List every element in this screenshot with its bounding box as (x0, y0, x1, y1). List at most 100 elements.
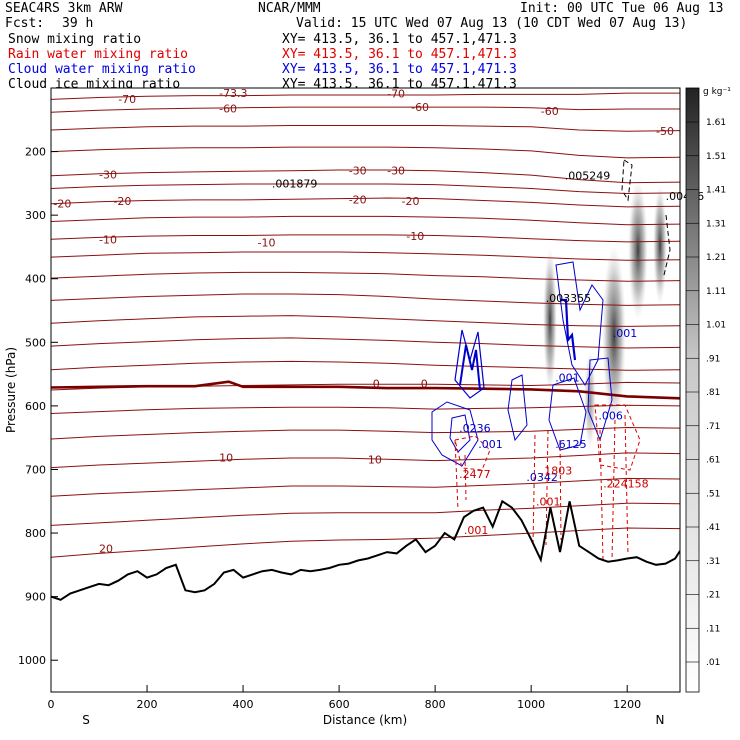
contour-label-13: .224158 (603, 478, 649, 491)
isotherm-line-3 (51, 146, 680, 159)
isotherm-label-1: -70 (118, 93, 136, 106)
isotherm-line-17 (51, 426, 680, 440)
y-tick-label-8: 1000 (18, 654, 46, 667)
isotherm-label-7: -30 (99, 169, 117, 182)
isotherm-line-9 (51, 251, 680, 261)
field-xy-rain: XY= 413.5, 36.1 to 457.1,471.3 (282, 47, 517, 62)
colorbar-tick-label-7: .71 (706, 422, 720, 432)
rain-water-contours (454, 414, 629, 561)
field-xy-cloudwater: XY= 413.5, 36.1 to 457.1,471.3 (282, 62, 517, 77)
y-tick-label-0: 200 (25, 146, 46, 159)
isotherm-line-8 (51, 234, 680, 243)
freezing-level (51, 380, 680, 400)
isotherm-line-1 (51, 106, 680, 113)
freezing-level-line (51, 380, 680, 400)
isotherm-label-16: -10 (406, 230, 424, 243)
colorbar-tick-label-5: .51 (706, 489, 720, 499)
x-axis-end-label: N (656, 713, 665, 727)
y-tick-label-1: 300 (25, 209, 46, 222)
ice-plume-1 (543, 248, 557, 392)
x-axis-start-label: S (82, 713, 90, 727)
colorbar: g kg⁻¹ .01 .11 .21 .31 .41 .51 .61 .71 .81 .91 1.0… (685, 87, 731, 693)
contour-labels: -73.3 -70 -70 -60 -60 -60 -50 -30 -30 -30 -20 -20 -2… (53, 87, 704, 555)
y-tick-label-3: 500 (25, 336, 46, 349)
rain-water-contour-ring-1 (454, 435, 491, 471)
contour-label-4: .001 (613, 327, 638, 340)
colorbar-tick-label-15: 1.51 (706, 152, 726, 162)
colorbar-tick-label-0: .01 (706, 658, 720, 668)
cloud-ice-shading (543, 180, 667, 450)
isotherm-label-6: -50 (656, 125, 674, 138)
colorbar-unit: g kg⁻¹ (703, 87, 731, 97)
y-tick-label-4: 600 (25, 400, 46, 413)
isotherm-line-4 (51, 169, 680, 184)
isotherm-label-21: 20 (99, 542, 113, 555)
isotherm-line-10 (51, 271, 680, 282)
isotherm-line-11 (51, 293, 680, 306)
isotherm-line-6 (51, 197, 680, 208)
ice-plume-2 (602, 245, 626, 425)
colorbar-tick-label-9: .91 (706, 354, 720, 364)
y-axis-label: Pressure (hPa) (4, 347, 18, 433)
isotherm-lines (51, 92, 680, 558)
snow-contours (621, 159, 671, 276)
isotherm-line-2 (51, 125, 680, 132)
rain-water-contour-ring-2 (594, 404, 641, 471)
fcst-label: Fcst: (5, 16, 45, 31)
isotherm-label-5: -60 (541, 105, 559, 118)
colorbar-tick-label-2: .21 (706, 591, 720, 601)
field-name-rain: Rain water mixing ratio (8, 47, 189, 62)
contour-label-3: .003355 (546, 292, 592, 305)
fcst-value: 39 h (62, 16, 94, 31)
colorbar-tick-label-6: .61 (706, 456, 720, 466)
colorbar-tick-label-1: .11 (706, 624, 720, 634)
center-name: NCAR/MMM (258, 1, 321, 16)
contour-label-6: .006 (598, 409, 623, 422)
terrain-line (51, 499, 680, 601)
contour-label-14: .001 (536, 495, 561, 508)
contour-label-9: .6125 (555, 438, 587, 451)
plot-frame (50, 87, 681, 693)
isotherm-line-0 (51, 92, 680, 100)
y-axis-ticks: 200 300 400 500 600 700 800 900 1000 (18, 146, 58, 667)
isotherm-label-19: 10 (219, 451, 233, 464)
isotherm-label-4: -60 (411, 101, 429, 114)
contour-label-7: .0236 (459, 422, 491, 435)
x-tick-label-3: 600 (329, 698, 350, 711)
colorbar-tick-label-16: 1.61 (706, 118, 726, 128)
colorbar-ramp (685, 87, 700, 693)
x-tick-label-1: 200 (137, 698, 158, 711)
contour-label-5: .001 (555, 371, 580, 384)
cloud-water-contour-3 (431, 401, 479, 467)
isotherm-label-8: -30 (349, 165, 367, 178)
contour-label-15: .001 (464, 524, 489, 537)
x-axis-label: Distance (km) (323, 713, 407, 727)
contour-label-11: .1803 (541, 465, 573, 478)
cloud-water-contour-1 (454, 329, 485, 399)
y-tick-label-5: 700 (25, 463, 46, 476)
isotherm-label-14: -10 (99, 233, 117, 246)
contour-label-8: .001 (478, 438, 503, 451)
field-name-cloudwater: Cloud water mixing ratio (8, 62, 196, 77)
contour-label-12: .2477 (459, 468, 491, 481)
isotherm-line-16 (51, 404, 680, 414)
x-tick-label-4: 800 (425, 698, 446, 711)
ice-plume-5 (584, 350, 596, 450)
colorbar-tick-label-12: 1.21 (706, 253, 726, 263)
isotherm-label-3: -60 (219, 102, 237, 115)
contour-label-10: .0342 (526, 471, 558, 484)
isotherm-line-5 (51, 183, 680, 195)
ice-plume-3 (628, 180, 648, 320)
colorbar-ticks: .01 .11 .21 .31 .41 .51 .61 .71 .81 .91 1.01 1.11 1.… (686, 118, 726, 668)
isotherm-line-14 (51, 360, 680, 371)
colorbar-tick-label-11: 1.11 (706, 287, 726, 297)
x-tick-label-2: 400 (233, 698, 254, 711)
cloud-water-contour-5 (507, 374, 528, 442)
isotherm-line-7 (51, 215, 680, 226)
valid-time: Valid: 15 UTC Wed 07 Aug 13 (10 CDT Wed … (296, 16, 688, 31)
isotherm-label-2: -70 (387, 88, 405, 101)
cloud-water-contour-2 (459, 344, 481, 391)
init-time: Init: 00 UTC Tue 06 Aug 13 (520, 1, 724, 16)
ice-plume-4 (653, 185, 667, 305)
